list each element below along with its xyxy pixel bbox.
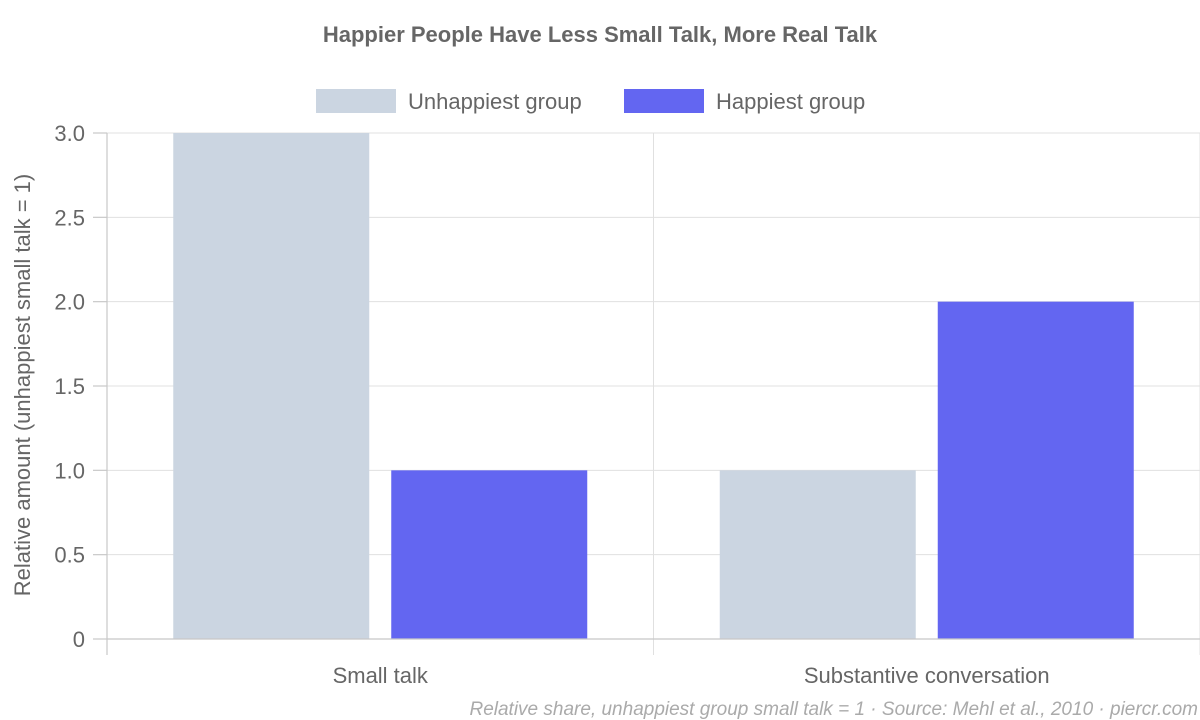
legend-label-happiest: Happiest group bbox=[716, 89, 865, 114]
legend-swatch-unhappiest bbox=[316, 89, 396, 113]
y-tick-label: 2.0 bbox=[54, 290, 85, 315]
y-axis-title: Relative amount (unhappiest small talk =… bbox=[10, 174, 35, 597]
legend-swatch-happiest bbox=[624, 89, 704, 113]
bar-unhappiest-group-substantive-conversation bbox=[719, 470, 916, 639]
y-tick-label: 1.5 bbox=[54, 374, 85, 399]
bar-unhappiest-group-small-talk bbox=[173, 133, 370, 639]
legend-label-unhappiest: Unhappiest group bbox=[408, 89, 582, 114]
axes: 0 0.5 1.0 1.5 2.0 2.5 3.0 Small talk Substantive… bbox=[54, 121, 1200, 688]
y-tick-label: 2.5 bbox=[54, 205, 85, 230]
chart-title: Happier People Have Less Small Talk, Mor… bbox=[323, 22, 878, 47]
x-category-label: Small talk bbox=[333, 663, 429, 688]
bar-happiest-group-substantive-conversation bbox=[937, 301, 1134, 639]
y-tick-label: 0.5 bbox=[54, 543, 85, 568]
bar-happiest-group-small-talk bbox=[391, 470, 588, 639]
y-tick-label: 1.0 bbox=[54, 458, 85, 483]
bars bbox=[173, 133, 1134, 639]
y-tick-label: 3.0 bbox=[54, 121, 85, 146]
y-tick-label: 0 bbox=[73, 627, 85, 652]
legend: Unhappiest group Happiest group bbox=[316, 89, 865, 114]
x-category-label: Substantive conversation bbox=[804, 663, 1050, 688]
chart-footer: Relative share, unhappiest group small t… bbox=[469, 699, 1198, 720]
